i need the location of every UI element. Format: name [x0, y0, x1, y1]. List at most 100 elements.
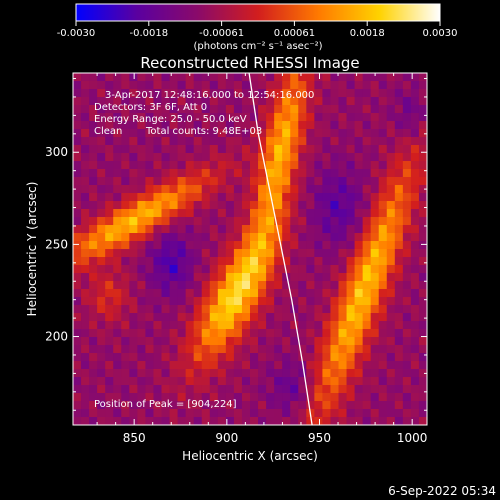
heatmap-cell [354, 265, 364, 274]
heatmap-cell [129, 369, 138, 378]
heatmap-cell [73, 385, 82, 394]
heatmap-cell [410, 385, 420, 394]
heatmap-cell [418, 217, 428, 226]
heatmap-cell [386, 313, 396, 322]
heatmap-cell [177, 313, 187, 322]
heatmap-cell [250, 161, 259, 170]
heatmap-cell [169, 225, 178, 234]
heatmap-cell [241, 137, 251, 146]
heatmap-cell [129, 193, 138, 202]
heatmap-cell [282, 177, 291, 186]
heatmap-cell [217, 137, 227, 146]
heatmap-cell [233, 361, 243, 370]
heatmap-cell [89, 353, 98, 362]
annotation-method: Clean [94, 126, 122, 137]
heatmap-cell [266, 153, 275, 162]
heatmap-cell [201, 273, 211, 282]
heatmap-cell [137, 73, 146, 82]
heatmap-cell [209, 185, 219, 194]
heatmap-cell [354, 393, 364, 402]
heatmap-cell [121, 81, 130, 90]
heatmap-cell [394, 417, 404, 426]
heatmap-cell [185, 193, 195, 202]
heatmap-cell [177, 97, 187, 106]
heatmap-cell [137, 177, 146, 186]
heatmap-cell [169, 417, 178, 426]
heatmap-cell [209, 281, 219, 290]
heatmap-cell [209, 145, 219, 154]
heatmap-cell [153, 265, 162, 274]
heatmap-cell [129, 273, 138, 282]
heatmap-cell [322, 417, 331, 426]
heatmap-cell [145, 353, 154, 362]
heatmap-cell [306, 193, 315, 202]
heatmap-cell [330, 385, 339, 394]
heatmap-cell [217, 89, 227, 98]
heatmap-cell [290, 105, 299, 114]
heatmap-cell [338, 401, 347, 410]
heatmap-cell [153, 257, 162, 266]
heatmap-cell [217, 377, 227, 386]
heatmap-cell [298, 201, 307, 210]
heatmap-cell [161, 257, 170, 266]
heatmap-cell [97, 105, 106, 114]
heatmap-cell [89, 273, 98, 282]
heatmap-cell [81, 393, 90, 402]
heatmap-cell [241, 249, 251, 258]
heatmap-cell [258, 337, 267, 346]
heatmap-cell [241, 209, 251, 218]
heatmap-cell [338, 89, 347, 98]
heatmap-cell [354, 81, 364, 90]
heatmap-cell [201, 89, 211, 98]
heatmap-cell [266, 89, 275, 98]
heatmap-cell [241, 81, 251, 90]
heatmap-cell [322, 233, 331, 242]
heatmap-cell [290, 81, 299, 90]
heatmap-cell [89, 417, 98, 426]
heatmap-cell [338, 209, 347, 218]
heatmap-cell [282, 209, 291, 218]
heatmap-cell [346, 201, 355, 210]
heatmap-cell [402, 409, 412, 418]
heatmap-cell [193, 337, 203, 346]
heatmap-cell [378, 305, 388, 314]
heatmap-cell [322, 137, 331, 146]
heatmap-cell [410, 161, 420, 170]
heatmap-cell [153, 297, 162, 306]
heatmap-cell [266, 393, 275, 402]
heatmap-cell [346, 233, 355, 242]
heatmap-cell [378, 153, 388, 162]
heatmap-cell [306, 385, 315, 394]
heatmap-cell [322, 409, 331, 418]
heatmap-cell [378, 161, 388, 170]
heatmap-cell [81, 305, 90, 314]
heatmap-cell [346, 225, 355, 234]
heatmap-cell [298, 161, 307, 170]
heatmap-cell [290, 209, 299, 218]
heatmap-cell [225, 169, 235, 178]
heatmap-cell [394, 241, 404, 250]
heatmap-cell [314, 337, 323, 346]
heatmap-cell [338, 257, 347, 266]
heatmap-cell [89, 265, 98, 274]
heatmap-cell [314, 129, 323, 138]
heatmap-cell [290, 225, 299, 234]
heatmap-cell [410, 217, 420, 226]
heatmap-cell [330, 225, 339, 234]
heatmap-cell [209, 385, 219, 394]
heatmap-cell [338, 241, 347, 250]
heatmap-cell [81, 401, 90, 410]
heatmap-cell [370, 169, 380, 178]
heatmap-cell [306, 129, 315, 138]
heatmap-cell [362, 353, 372, 362]
heatmap-cell [129, 89, 138, 98]
heatmap-cell [201, 249, 211, 258]
heatmap-cell [193, 249, 203, 258]
heatmap-cell [386, 265, 396, 274]
heatmap-cell [330, 105, 339, 114]
heatmap-cell [266, 161, 275, 170]
heatmap-cell [105, 361, 114, 370]
heatmap-cell [290, 217, 299, 226]
heatmap-cell [394, 257, 404, 266]
heatmap-cell [410, 241, 420, 250]
